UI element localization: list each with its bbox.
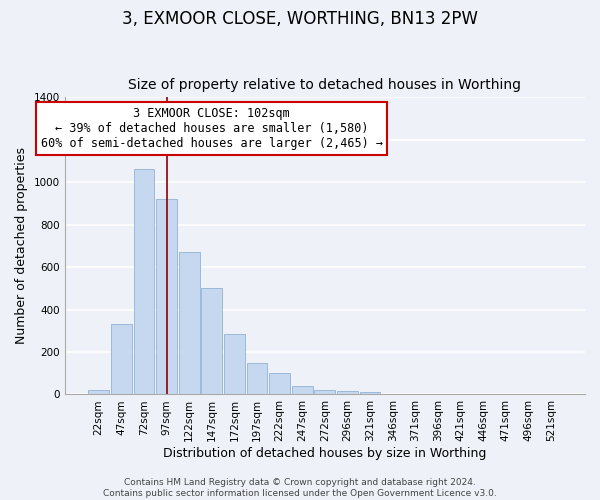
Bar [269,373,290,394]
Bar [337,390,358,394]
Y-axis label: Number of detached properties: Number of detached properties [15,148,28,344]
Bar [179,252,200,394]
Bar [134,170,154,394]
X-axis label: Distribution of detached houses by size in Worthing: Distribution of detached houses by size … [163,447,487,460]
Bar [292,386,313,394]
Text: Contains HM Land Registry data © Crown copyright and database right 2024.
Contai: Contains HM Land Registry data © Crown c… [103,478,497,498]
Bar [156,199,177,394]
Bar [314,390,335,394]
Text: 3 EXMOOR CLOSE: 102sqm
← 39% of detached houses are smaller (1,580)
60% of semi-: 3 EXMOOR CLOSE: 102sqm ← 39% of detached… [41,107,383,150]
Bar [359,392,380,394]
Bar [111,324,132,394]
Text: 3, EXMOOR CLOSE, WORTHING, BN13 2PW: 3, EXMOOR CLOSE, WORTHING, BN13 2PW [122,10,478,28]
Bar [224,334,245,394]
Bar [202,288,222,395]
Title: Size of property relative to detached houses in Worthing: Size of property relative to detached ho… [128,78,521,92]
Bar [247,363,268,394]
Bar [88,390,109,394]
